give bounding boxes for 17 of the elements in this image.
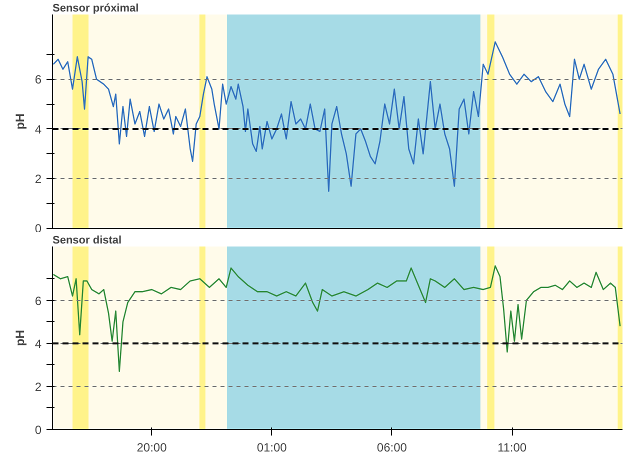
x-tick-label: 01:00 [256,440,288,454]
chart-title: Sensor distal [52,234,122,246]
chart-title: Sensor próximal [52,2,139,14]
y-tick-label: 4 [34,336,42,351]
x-tick-label: 11:00 [497,440,527,454]
y-axis-title: pH [12,114,27,130]
y-axis-title: pH [12,330,27,346]
line-series [52,41,621,192]
y-tick-label: 6 [34,294,42,308]
y-tick-label: 4 [34,122,42,136]
y-tick-label: 6 [34,72,42,87]
line-series [52,265,621,372]
y-tick-label: 2 [34,172,42,186]
x-tick-label: 06:00 [376,440,408,454]
y-tick-label: 0 [34,423,42,437]
x-tick-label: 20:00 [136,440,168,454]
y-tick-label: 2 [34,380,42,394]
